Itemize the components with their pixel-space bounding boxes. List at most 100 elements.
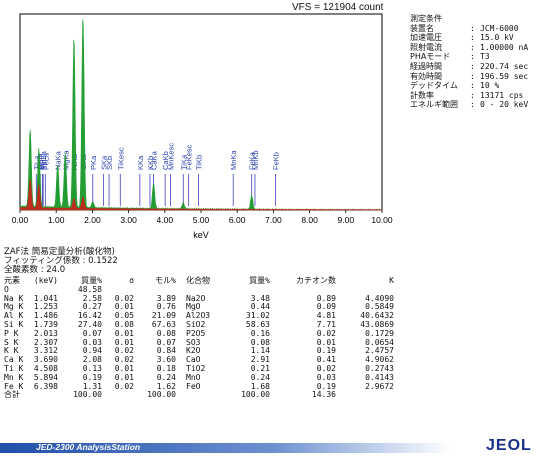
table-row: Fe K 6.398 1.31 0.02 1.62 FeO 1.68 0.19 2.9672	[4, 381, 394, 392]
row-cell: 0.01	[316, 337, 336, 347]
row-cell: 3.312	[33, 346, 58, 356]
row-cell: 0.0654	[365, 337, 394, 347]
jeol-logo: JEOL	[486, 437, 532, 454]
header-cell: 質量%	[249, 276, 270, 285]
row-cell: 43.0869	[360, 319, 394, 329]
header-cell: K	[389, 276, 394, 285]
row-cell: SO3	[186, 337, 201, 347]
row-cell: 58.63	[245, 319, 270, 329]
row-cell: 1.253	[33, 302, 58, 312]
total-cell: 合計	[4, 390, 20, 400]
peak-label: SKb	[105, 156, 114, 170]
row-cell: 0.89	[316, 293, 336, 303]
table-row: Al K 1.486 16.42 0.05 21.09 Al2O3 31.02 4.81 40.…	[4, 311, 394, 321]
vfs-count: VFS = 121904 count	[292, 2, 384, 13]
peak-label: TiKa	[179, 154, 188, 170]
row-cell: MnO	[186, 372, 201, 382]
condition-row: 経過時間:220.74 sec	[410, 61, 529, 71]
condition-label: 有効時間	[410, 71, 442, 81]
header-cell: カチオン数	[296, 276, 336, 285]
total-cell	[336, 391, 394, 400]
row-cell: 3.690	[33, 355, 58, 365]
row-cell: 0.02	[114, 355, 134, 365]
row-cell: 4.4090	[365, 293, 394, 303]
table-row: Mg K 1.253 0.27 0.01 0.76 MgO 0.44 0.09 0.5849	[4, 303, 394, 312]
oxygen-cell: 48.58	[77, 284, 102, 294]
row-cell: 1.041	[33, 293, 58, 303]
row-cell: 4.508	[33, 363, 58, 373]
total-cell	[186, 391, 226, 400]
row-cell: 0.94	[82, 346, 102, 356]
table-row: Na K 1.041 2.58 0.02 3.89 Na2O 3.48 0.89 4.4090	[4, 293, 394, 304]
peak-label: FeKesc	[185, 144, 194, 170]
row-cell: S K	[4, 337, 19, 347]
row-cell: Mg K	[4, 302, 24, 312]
row-cell: Al K	[4, 311, 24, 321]
total-oxygen: 全酸素数 : 24.0	[4, 265, 66, 276]
peak-label: TiKb	[194, 155, 203, 170]
row-cell: 0.2743	[365, 363, 394, 373]
x-tick-label: 8.00	[301, 215, 318, 225]
condition-label: 装置名	[410, 23, 434, 33]
row-cell: P K	[4, 328, 19, 338]
row-cell: 2.9672	[365, 381, 394, 391]
peak-label: MnLa	[39, 150, 48, 170]
row-cell: 2.08	[82, 355, 102, 365]
total-cell: 100.00	[147, 390, 176, 400]
row-cell: 1.739	[33, 319, 58, 329]
total-cell: 100.00	[73, 390, 102, 400]
x-tick-label: 9.00	[338, 215, 355, 225]
condition-row: 加速電圧:15.0 kV	[410, 33, 514, 43]
row-cell: 1.486	[33, 311, 58, 321]
row-cell: Si K	[4, 319, 24, 329]
row-cell: 0.24	[156, 372, 176, 382]
header-cell: (keV)	[33, 276, 58, 285]
row-cell: K2O	[186, 346, 201, 356]
x-tick-label: 0.00	[12, 215, 29, 225]
row-cell: 0.07	[82, 328, 102, 338]
row-cell: 0.08	[156, 328, 176, 338]
header-cell: 化合物	[186, 276, 210, 285]
row-cell: 0.07	[156, 337, 176, 347]
spectrum-chart: TiLaMnLlFeLlMnLaOKaFeLaNaKaMgKaAlKaSiKaP…	[12, 13, 393, 240]
row-cell: 0.24	[250, 372, 270, 382]
row-cell: 16.42	[77, 311, 102, 321]
row-cell: K K	[4, 346, 19, 356]
row-cell: 0.1729	[365, 328, 394, 338]
peak-label: FeLa	[41, 152, 50, 170]
spectrum-series-green	[19, 19, 383, 211]
row-cell: 0.21	[250, 363, 270, 373]
row-cell: 0.76	[156, 302, 176, 312]
row-cell: 40.6432	[360, 311, 394, 321]
row-cell: 0.19	[82, 372, 102, 382]
row-cell: 0.09	[316, 302, 336, 312]
header-cell: 元素	[4, 276, 20, 285]
x-axis-label: keV	[193, 230, 209, 240]
condition-value: 15.0 kV	[480, 33, 514, 43]
row-cell: 0.02	[114, 293, 134, 303]
oxygen-cell: O	[4, 284, 9, 294]
condition-row: 有効時間:196.59 sec	[410, 71, 529, 81]
x-tick-label: 4.00	[157, 215, 174, 225]
condition-label: デッドタイム	[410, 81, 458, 91]
row-cell: 5.894	[33, 372, 58, 382]
row-cell: 1.31	[82, 381, 102, 391]
peak-label: FeLl	[38, 155, 47, 170]
row-cell: 3.60	[156, 355, 176, 365]
condition-row: 照射電流:1.00000 nA	[410, 42, 529, 52]
table-row: Ca K 3.690 2.08 0.02 3.60 CaO 2.91 0.41 4.9062	[4, 355, 394, 365]
x-tick-label: 2.00	[84, 215, 101, 225]
condition-label: 経過時間	[410, 61, 442, 71]
row-cell: 31.02	[245, 311, 270, 321]
peak-label: FeKb	[272, 152, 281, 170]
row-cell: Na K	[4, 293, 24, 303]
row-cell: 1.62	[156, 381, 176, 391]
peak-label: KKb	[146, 156, 155, 170]
row-cell: 0.02	[114, 346, 134, 356]
row-cell: 67.63	[151, 319, 176, 329]
row-cell: Al2O3	[186, 311, 211, 321]
peak-label: MnKa	[229, 150, 238, 170]
row-cell: 1.14	[250, 346, 270, 356]
row-cell: 0.03	[82, 337, 102, 347]
table-row-oxygen: O 48.58	[4, 284, 394, 295]
